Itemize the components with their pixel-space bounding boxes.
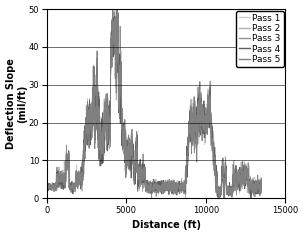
Pass 2 [111, 9, 115, 12]
Pass 5 [260, 177, 263, 180]
Pass 5 [111, 8, 115, 10]
Pass 1 [167, 181, 171, 184]
Pass 3 [112, 11, 116, 14]
Pass 1 [260, 183, 263, 186]
Pass 4 [144, 179, 148, 182]
Pass 5 [136, 171, 140, 173]
Pass 4 [141, 181, 144, 184]
Pass 3 [222, 197, 226, 200]
Pass 1 [70, 183, 74, 185]
Pass 2 [62, 177, 65, 180]
X-axis label: Distance (ft): Distance (ft) [132, 220, 201, 230]
Pass 2 [260, 186, 263, 189]
Pass 1 [230, 195, 233, 198]
Line: Pass 4: Pass 4 [47, 9, 261, 198]
Legend: Pass 1, Pass 2, Pass 3, Pass 4, Pass 5: Pass 1, Pass 2, Pass 3, Pass 4, Pass 5 [236, 11, 284, 67]
Pass 2 [141, 190, 144, 193]
Pass 3 [45, 187, 49, 190]
Pass 2 [144, 180, 148, 183]
Pass 5 [62, 173, 65, 176]
Pass 1 [62, 178, 65, 181]
Pass 3 [70, 187, 74, 190]
Pass 3 [136, 172, 140, 175]
Pass 2 [45, 189, 49, 191]
Pass 4 [136, 176, 140, 179]
Pass 5 [70, 187, 74, 190]
Pass 4 [115, 8, 119, 10]
Line: Pass 1: Pass 1 [47, 9, 261, 196]
Pass 2 [136, 174, 140, 177]
Pass 2 [167, 185, 171, 188]
Line: Pass 2: Pass 2 [47, 11, 261, 198]
Pass 2 [70, 188, 74, 190]
Pass 5 [141, 174, 144, 177]
Pass 3 [62, 174, 65, 177]
Pass 1 [136, 174, 140, 177]
Pass 5 [218, 197, 221, 200]
Line: Pass 5: Pass 5 [47, 9, 261, 198]
Pass 1 [144, 186, 148, 189]
Line: Pass 3: Pass 3 [47, 12, 261, 198]
Pass 4 [249, 197, 253, 200]
Pass 4 [70, 186, 74, 189]
Pass 4 [260, 179, 263, 182]
Pass 4 [167, 185, 171, 188]
Pass 4 [62, 188, 65, 191]
Pass 2 [184, 197, 187, 200]
Pass 1 [141, 189, 144, 192]
Pass 3 [260, 192, 263, 194]
Pass 1 [111, 8, 115, 10]
Pass 4 [45, 188, 49, 191]
Pass 5 [167, 183, 171, 185]
Y-axis label: Deflection Slope
(mil/ft): Deflection Slope (mil/ft) [5, 58, 27, 149]
Pass 5 [45, 184, 49, 187]
Pass 3 [141, 180, 144, 183]
Pass 1 [45, 185, 49, 187]
Pass 3 [167, 189, 171, 191]
Pass 3 [144, 185, 148, 188]
Pass 5 [144, 181, 148, 183]
